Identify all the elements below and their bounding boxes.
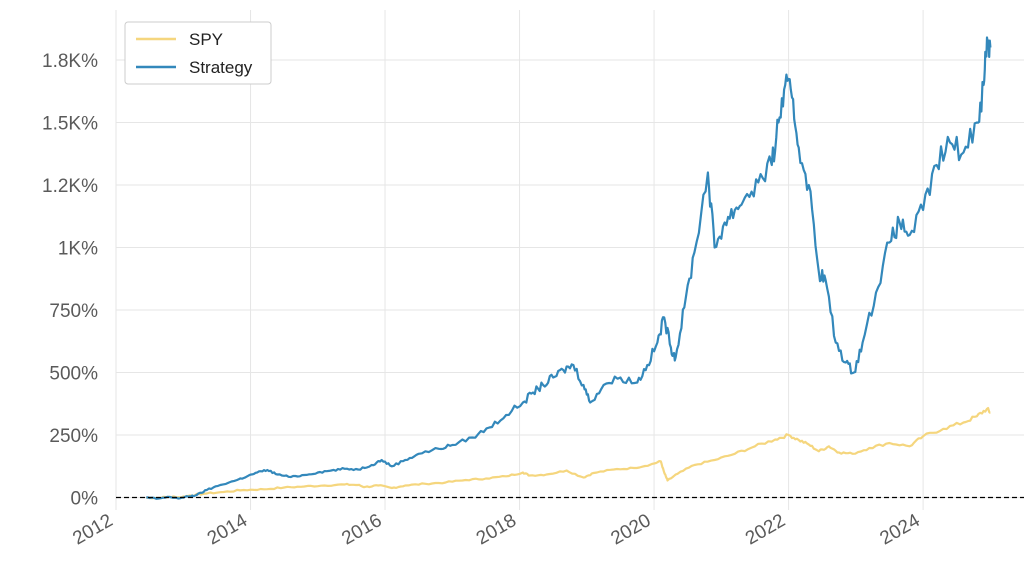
x-tick-label: 2022 — [742, 510, 789, 549]
y-tick-label: 1.8K% — [42, 51, 98, 72]
y-tick-label: 750% — [49, 301, 98, 322]
series-line-spy — [146, 406, 991, 500]
y-tick-label: 1.2K% — [42, 176, 98, 197]
series-line-strategy — [146, 36, 992, 500]
y-tick-label: 250% — [49, 426, 98, 447]
legend-label-spy: SPY — [189, 30, 223, 49]
x-tick-label: 2014 — [204, 510, 251, 550]
y-axis: 0% 250% 500% 750% 1K% 1.2K% 1.5K% 1.8K% — [42, 51, 98, 510]
grid — [115, 10, 1024, 510]
y-tick-label: 0% — [71, 489, 99, 510]
y-tick-label: 1K% — [58, 239, 98, 260]
series-group — [146, 36, 992, 500]
legend-frame — [124, 21, 272, 85]
y-tick-label: 500% — [49, 364, 98, 385]
x-tick-label: 2012 — [69, 510, 116, 549]
x-tick-label: 2024 — [876, 510, 923, 550]
y-tick-label: 1.5K% — [42, 114, 98, 135]
x-tick-label: 2018 — [473, 510, 520, 549]
x-tick-label: 2020 — [607, 510, 654, 549]
legend-label-strategy: Strategy — [189, 58, 253, 77]
x-tick-label: 2016 — [338, 510, 385, 549]
x-axis: 2012 2014 2016 2018 2020 2022 2024 — [69, 510, 924, 550]
legend: SPY Strategy — [124, 21, 272, 85]
